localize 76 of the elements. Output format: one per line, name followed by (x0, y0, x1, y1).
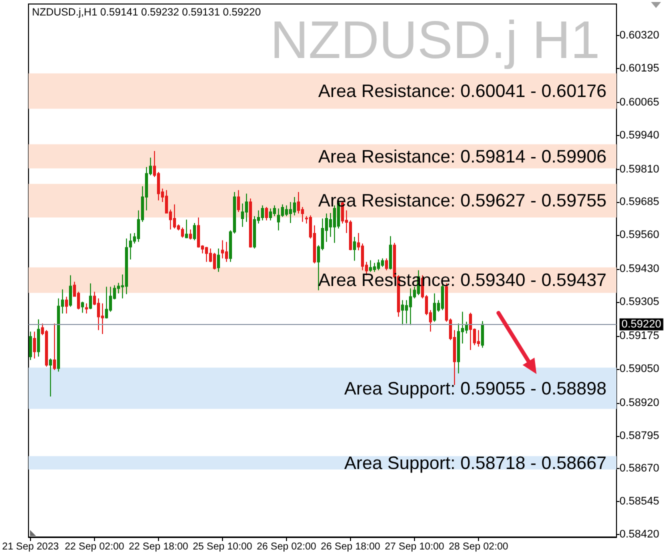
candlestick (273, 204, 276, 217)
x-tick-label: 22 Sep 18:00 (128, 542, 189, 552)
band-label: Area Support: 0.58718 - 0.58667 (344, 452, 606, 473)
candlestick (269, 208, 272, 221)
y-tick-label: 0.59685 (620, 196, 660, 208)
candlestick (65, 296, 68, 314)
chart-title: NZDUSD.j H1 (270, 11, 600, 70)
y-tick-label: 0.58545 (620, 496, 660, 508)
candlestick (221, 240, 224, 259)
y-tick-label: 0.60320 (620, 30, 660, 42)
candlestick (289, 201, 292, 224)
candlestick (213, 252, 216, 270)
y-tick-label: 0.58795 (620, 430, 660, 442)
candlestick (369, 260, 372, 272)
band-label: Area Resistance: 0.59627 - 0.59755 (318, 190, 606, 211)
x-tick-label: 26 Sep 18:00 (320, 542, 381, 552)
candlestick (373, 262, 376, 272)
candlestick (225, 241, 228, 262)
candlestick (409, 288, 412, 326)
y-tick-label: 0.59430 (620, 263, 660, 276)
candlestick (69, 274, 72, 308)
candlestick (481, 320, 484, 348)
candlestick (261, 204, 264, 221)
y-tick-label: 0.59940 (620, 129, 660, 142)
candlestick (101, 302, 104, 335)
x-tick-label: 22 Sep 02:00 (64, 542, 125, 552)
band-label: Area Resistance: 0.60041 - 0.60176 (318, 81, 606, 102)
candlestick (385, 258, 388, 271)
candlestick (205, 246, 208, 262)
chart-subtitle: NZDUSD.j,H1 0.59141 0.59232 0.59131 0.59220 (32, 6, 261, 18)
candlestick (353, 236, 356, 262)
candlestick (193, 222, 196, 241)
candlestick (189, 229, 192, 240)
candlestick (277, 208, 280, 231)
band-label: Area Support: 0.59055 - 0.58898 (344, 378, 606, 398)
x-tick-label: 27 Sep 10:00 (384, 542, 445, 552)
candlestick (249, 198, 252, 248)
candlestick (181, 226, 184, 238)
candlestick (53, 323, 56, 371)
candlestick (433, 292, 436, 322)
candlestick (237, 190, 240, 212)
candlestick (469, 312, 472, 351)
ref-line-label: 0.59220 (622, 318, 662, 330)
candlestick (33, 331, 36, 359)
y-tick-label: 0.58420 (620, 528, 660, 540)
candlestick (81, 301, 84, 314)
candlestick (401, 300, 404, 326)
candlestick (85, 302, 88, 314)
y-tick-label: 0.58920 (620, 397, 660, 410)
y-tick-label: 0.59560 (620, 229, 660, 242)
candlestick (89, 282, 92, 310)
x-tick-label: 28 Sep 02:00 (448, 542, 509, 552)
candlestick (49, 358, 52, 398)
y-tick-label: 0.60065 (620, 96, 660, 108)
candlestick (217, 248, 220, 272)
candlestick (125, 238, 128, 295)
x-tick-label: 26 Sep 02:00 (256, 542, 317, 552)
candlestick (37, 318, 40, 358)
y-tick-label: 0.59175 (620, 330, 660, 342)
candlestick (389, 236, 392, 270)
candlestick (185, 219, 188, 239)
y-tick-label: 0.59050 (620, 362, 660, 375)
candlestick (477, 330, 480, 348)
x-tick-label: 21 Sep 2023 (2, 542, 60, 552)
y-tick-label: 0.59810 (620, 163, 660, 176)
candlestick (173, 204, 176, 229)
candlestick (29, 331, 32, 361)
x-tick-label: 25 Sep 10:00 (192, 542, 253, 552)
candlestick (381, 258, 384, 268)
y-tick-label: 0.60195 (620, 62, 660, 74)
band-label: Area Resistance: 0.59814 - 0.59906 (318, 146, 606, 166)
candlestick (265, 206, 268, 221)
y-tick-label: 0.59305 (620, 296, 660, 308)
candlestick (105, 286, 108, 320)
candlestick (377, 258, 380, 271)
y-tick-label: 0.58670 (620, 462, 660, 475)
